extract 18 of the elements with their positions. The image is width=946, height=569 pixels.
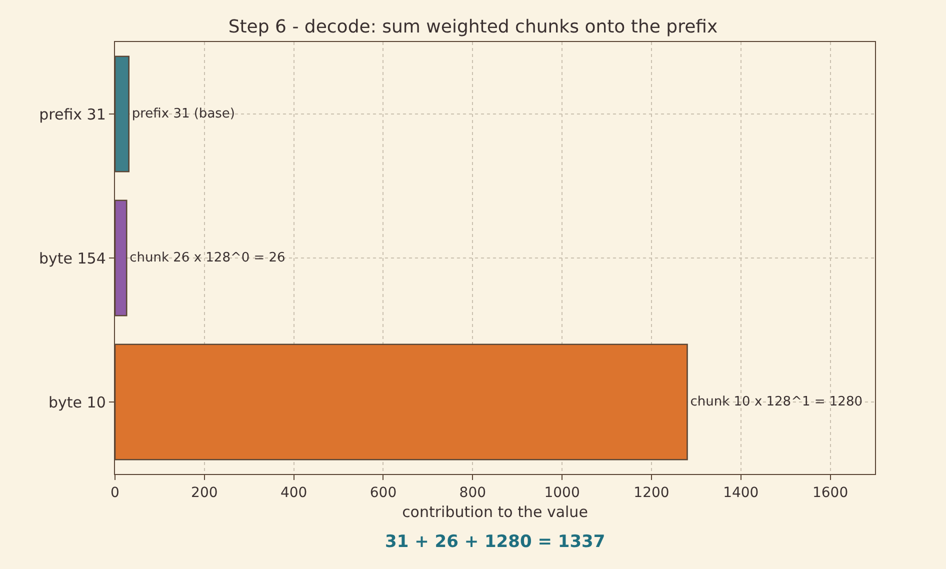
x-tick-label: 1200 [634, 484, 670, 501]
y-tick-label: byte 154 [38, 249, 106, 268]
x-tick-label: 800 [459, 484, 486, 501]
x-tick-label: 1000 [544, 484, 580, 501]
x-tick-label: 600 [370, 484, 397, 501]
x-tick-label: 1600 [812, 484, 848, 501]
data-label: chunk 10 x 128^1 = 1280 [690, 394, 862, 410]
data-label: prefix 31 (base) [132, 106, 235, 122]
x-tick-label: 1400 [723, 484, 759, 501]
x-tick-label: 0 [110, 484, 120, 501]
x-axis-title: contribution to the value [402, 502, 588, 521]
x-tick-label: 400 [280, 484, 308, 501]
text: 31 + 26 + 1280 = 1337 [385, 532, 606, 552]
y-tick-label: byte 10 [48, 393, 106, 412]
y-tick-label: prefix 31 [39, 105, 106, 124]
data-label: chunk 26 x 128^0 = 26 [130, 250, 286, 266]
x-tick-label: 200 [191, 484, 218, 501]
chart-title: Step 6 - decode: sum weighted chunks onto the prefix [228, 16, 718, 38]
